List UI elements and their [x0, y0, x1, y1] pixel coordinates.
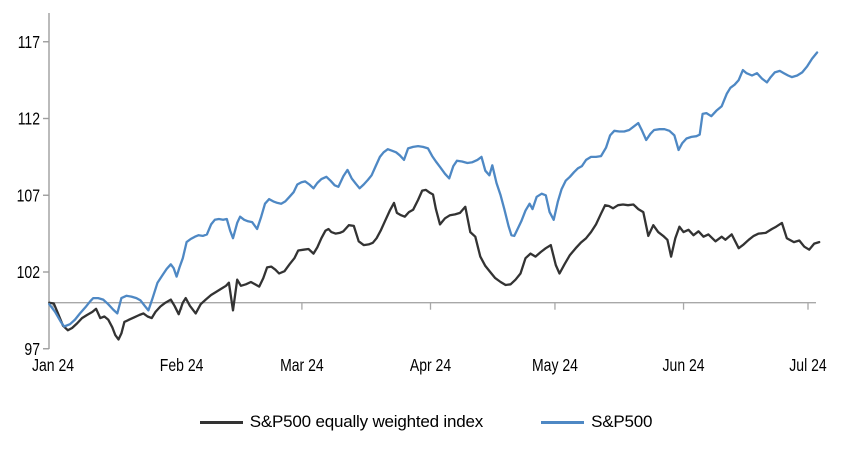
equal-weight-line-swatch	[199, 420, 243, 424]
series-lines	[48, 51, 821, 341]
svg-text:May 24: May 24	[532, 355, 578, 375]
x-axis-ticks	[52, 302, 809, 310]
y-axis	[43, 13, 50, 350]
svg-text:Jun 24: Jun 24	[663, 355, 705, 375]
svg-text:107: 107	[17, 185, 40, 205]
svg-text:Feb 24: Feb 24	[160, 355, 204, 375]
svg-text:Jul 24: Jul 24	[789, 355, 827, 375]
legend-label-sp500: S&P500	[591, 412, 653, 431]
svg-text:97: 97	[24, 339, 40, 359]
svg-text:102: 102	[17, 262, 40, 282]
y-axis-labels: 97 102 107 112 117	[17, 32, 40, 359]
svg-text:Apr 24: Apr 24	[410, 355, 452, 375]
x-axis-labels: Jan 24 Feb 24 Mar 24 Apr 24 May 24 Jun 24 Jul …	[32, 355, 827, 375]
svg-text:112: 112	[18, 109, 40, 129]
legend-item-equal-weight: S&P500 equally weighted index	[199, 412, 484, 432]
svg-text:117: 117	[18, 32, 40, 52]
legend-item-sp500: S&P500	[541, 412, 652, 432]
legend-label-equal-weight: S&P500 equally weighted index	[249, 412, 484, 431]
line-chart: Jan 24 Feb 24 Mar 24 Apr 24 May 24 Jun 24 Jul …	[17, 13, 827, 375]
svg-text:Mar 24: Mar 24	[280, 355, 324, 375]
legend: S&P500 equally weighted index S&P500	[0, 412, 852, 432]
svg-text:Jan 24: Jan 24	[32, 355, 74, 375]
sp500-line-swatch	[541, 420, 585, 424]
